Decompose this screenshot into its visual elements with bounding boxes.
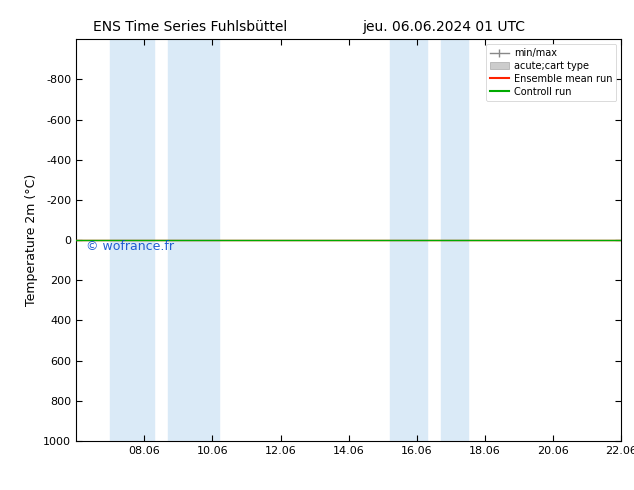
Bar xyxy=(110,39,155,441)
Bar xyxy=(389,39,427,441)
Text: ENS Time Series Fuhlsbüttel: ENS Time Series Fuhlsbüttel xyxy=(93,20,287,34)
Legend: min/max, acute;cart type, Ensemble mean run, Controll run: min/max, acute;cart type, Ensemble mean … xyxy=(486,44,616,100)
Y-axis label: Temperature 2m (°C): Temperature 2m (°C) xyxy=(25,174,37,306)
Text: © wofrance.fr: © wofrance.fr xyxy=(86,240,174,253)
Bar xyxy=(441,39,468,441)
Text: jeu. 06.06.2024 01 UTC: jeu. 06.06.2024 01 UTC xyxy=(362,20,526,34)
Bar xyxy=(168,39,219,441)
